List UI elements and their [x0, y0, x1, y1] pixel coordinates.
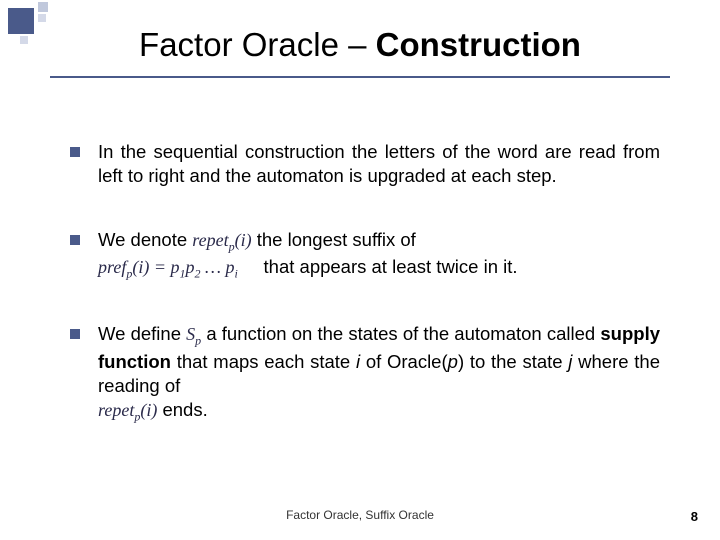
bullet-2: We denote repetp(i) the longest suffix o… — [70, 228, 660, 282]
b3-sp: Sp — [186, 324, 201, 344]
b2-formula-pref: prefp(i) = p1p2 … pi — [98, 257, 238, 277]
bullet-marker — [70, 147, 80, 157]
slide-title: Factor Oracle – Construction — [0, 26, 720, 64]
bullet-1-text: In the sequential construction the lette… — [98, 140, 660, 188]
bullet-marker — [70, 235, 80, 245]
title-underline — [50, 76, 670, 78]
b2-post: that appears at least twice in it. — [258, 256, 517, 277]
b2-formula-repet: repetp(i) — [192, 230, 251, 250]
b3-p: p — [448, 351, 458, 372]
b3-mid3: of Oracle( — [360, 351, 448, 372]
b3-post: ends. — [162, 399, 207, 420]
content-area: In the sequential construction the lette… — [70, 140, 660, 465]
b3-mid1: a function on the states of the automato… — [206, 323, 600, 344]
page-number: 8 — [691, 509, 698, 524]
b2-mid1: the longest suffix of — [257, 229, 416, 250]
deco-square-small — [38, 14, 46, 22]
bullet-marker — [70, 329, 80, 339]
title-part2: Construction — [376, 26, 581, 63]
b2-pre: We denote — [98, 229, 192, 250]
bullet-2-text: We denote repetp(i) the longest suffix o… — [98, 228, 660, 282]
b3-formula-repet: repetp(i) — [98, 400, 157, 420]
bullet-3: We define Sp a function on the states of… — [70, 322, 660, 424]
bullet-3-text: We define Sp a function on the states of… — [98, 322, 660, 424]
b3-pre: We define — [98, 323, 186, 344]
footer-text: Factor Oracle, Suffix Oracle — [0, 508, 720, 522]
title-part1: Factor Oracle – — [139, 26, 376, 63]
b3-mid2: that maps each state — [171, 351, 356, 372]
bullet-1: In the sequential construction the lette… — [70, 140, 660, 188]
deco-square-small — [38, 2, 48, 12]
b3-mid4: ) to the state — [458, 351, 568, 372]
